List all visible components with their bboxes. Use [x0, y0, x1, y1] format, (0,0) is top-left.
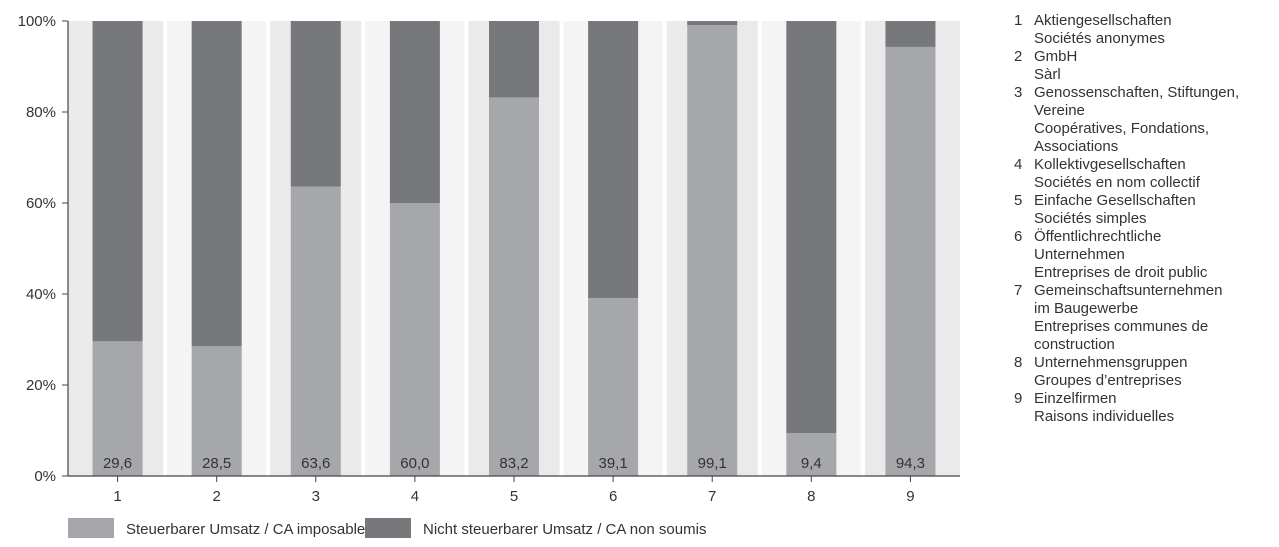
- category-legend-item: 8 Unternehmensgruppen Groupes d’entrepris…: [1014, 354, 1274, 390]
- category-label: Kollektivgesellschaften Sociétés en nom …: [1034, 156, 1200, 191]
- category-legend: 1 Aktiengesellschaften Sociétés anonymes 2…: [1014, 12, 1274, 426]
- y-tick-label: 80%: [26, 104, 56, 121]
- category-legend-item: 1 Aktiengesellschaften Sociétés anonymes: [1014, 12, 1274, 48]
- bar-non-taxable: [885, 21, 936, 47]
- x-tick-label: 8: [807, 488, 815, 505]
- y-tick-label: 60%: [26, 195, 56, 212]
- data-label: 9,4: [801, 455, 822, 472]
- data-label: 94,3: [896, 455, 925, 472]
- category-legend-item: 2 GmbH Sàrl: [1014, 48, 1274, 84]
- category-label: Öffentlichrechtliche Unternehmen Entrepr…: [1034, 228, 1208, 281]
- x-tick-label: 6: [609, 488, 617, 505]
- bar-taxable: [191, 346, 242, 476]
- category-number: 9: [1014, 390, 1023, 407]
- category-number: 4: [1014, 156, 1023, 173]
- data-label: 99,1: [698, 455, 727, 472]
- bar-taxable: [588, 298, 639, 476]
- bar-non-taxable: [687, 21, 738, 26]
- category-legend-item: 9 Einzelfirmen Raisons individuelles: [1014, 390, 1274, 426]
- category-legend-item: 6 Öffentlichrechtliche Unternehmen Entrep…: [1014, 228, 1274, 282]
- column-separator: [658, 21, 667, 476]
- legend-swatch: [68, 518, 114, 538]
- y-tick-label: 40%: [26, 286, 56, 303]
- bar-taxable: [489, 97, 539, 476]
- bar-taxable: [389, 203, 440, 476]
- bar-non-taxable: [290, 21, 341, 187]
- y-tick-label: 20%: [26, 377, 56, 394]
- legend-swatch: [365, 518, 411, 538]
- x-tick-label: 5: [510, 488, 518, 505]
- legend-label: Steuerbarer Umsatz / CA imposable: [126, 521, 365, 538]
- category-number: 1: [1014, 12, 1023, 29]
- bar-taxable: [885, 46, 936, 477]
- category-number: 5: [1014, 192, 1023, 209]
- category-label: GmbH Sàrl: [1034, 48, 1078, 83]
- category-label: Genossenschaften, Stiftungen, Vereine Co…: [1034, 84, 1240, 155]
- data-label: 39,1: [599, 455, 628, 472]
- bar-non-taxable: [786, 21, 837, 434]
- bar-non-taxable: [191, 21, 242, 347]
- category-label: Einfache Gesellschaften Sociétés simples: [1034, 192, 1196, 227]
- category-legend-item: 3 Genossenschaften, Stiftungen, Vereine C…: [1014, 84, 1274, 156]
- category-number: 6: [1014, 228, 1023, 245]
- x-tick-label: 3: [312, 488, 320, 505]
- category-number: 2: [1014, 48, 1023, 65]
- x-tick-label: 2: [212, 488, 220, 505]
- bar-non-taxable: [92, 21, 143, 342]
- data-label: 63,6: [301, 455, 330, 472]
- chart-canvas: 29,6 1 28,5 2 63,6 3 60,0 4 83,2 5 39,1 6 99,1 7 9,4 8 9…: [18, 13, 960, 538]
- bar-non-taxable: [489, 21, 539, 98]
- bar-taxable: [687, 25, 738, 476]
- stacked-bar-chart: 29,6 1 28,5 2 63,6 3 60,0 4 83,2 5 39,1 6 99,1 7 9,4 8 9…: [18, 13, 960, 538]
- data-label: 83,2: [499, 455, 528, 472]
- category-legend-item: 5 Einfache Gesellschaften Sociétés simple…: [1014, 192, 1274, 228]
- x-tick-label: 4: [411, 488, 419, 505]
- x-tick-label: 1: [113, 488, 121, 505]
- y-tick-label: 100%: [18, 13, 56, 30]
- category-label: Einzelfirmen Raisons individuelles: [1034, 390, 1175, 425]
- x-tick-label: 9: [906, 488, 914, 505]
- category-legend-item: 7 Gemeinschaftsunternehmen im Baugewerbe …: [1014, 282, 1274, 354]
- category-label: Gemeinschaftsunternehmen im Baugewerbe E…: [1034, 282, 1223, 353]
- category-label: Aktiengesellschaften Sociétés anonymes: [1034, 12, 1172, 47]
- data-label: 29,6: [103, 455, 132, 472]
- bar-taxable: [290, 186, 341, 476]
- data-label: 60,0: [400, 455, 429, 472]
- x-tick-label: 7: [708, 488, 716, 505]
- category-number: 3: [1014, 84, 1023, 101]
- bar-non-taxable: [588, 21, 639, 299]
- bar-taxable: [786, 433, 837, 476]
- category-number: 7: [1014, 282, 1023, 299]
- data-label: 28,5: [202, 455, 231, 472]
- y-tick-label: 0%: [34, 468, 56, 485]
- bar-non-taxable: [389, 21, 440, 203]
- bar-taxable: [92, 341, 143, 476]
- category-legend-item: 4 Kollektivgesellschaften Sociétés en nom…: [1014, 156, 1274, 192]
- legend-label: Nicht steuerbarer Umsatz / CA non soumis: [423, 521, 706, 538]
- category-label: Unternehmensgruppen Groupes d’entreprise…: [1034, 354, 1188, 389]
- category-number: 8: [1014, 354, 1023, 371]
